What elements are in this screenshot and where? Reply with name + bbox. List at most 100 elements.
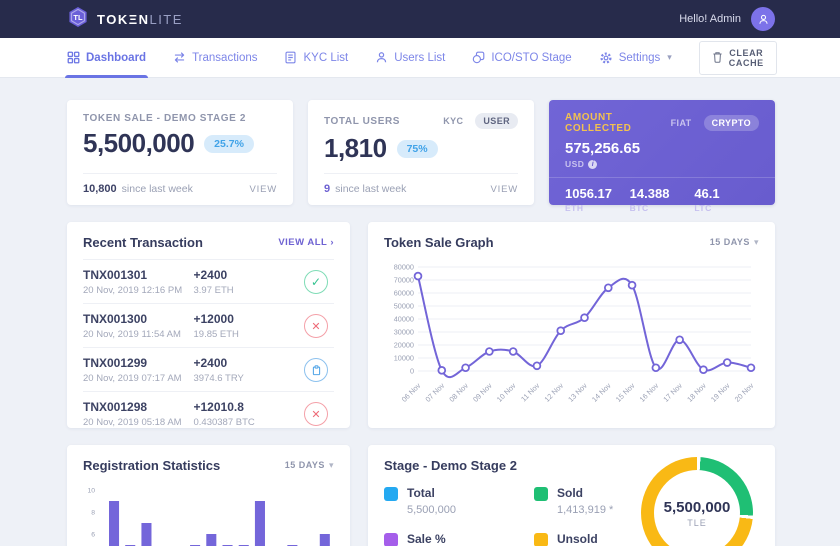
amount-collected-card: AMOUNT COLLECTED FIAT CRYPTO 575,256.65 … xyxy=(549,100,775,213)
status-rejected-icon[interactable]: ✕ xyxy=(304,314,328,338)
stage-title: Stage - Demo Stage 2 xyxy=(384,458,517,473)
total-users-card: TOTAL USERS KYC USER 1,810 75% 9 since l… xyxy=(308,100,534,205)
transaction-amount: +12010.8 xyxy=(193,400,244,414)
tab-users-list[interactable]: Users List xyxy=(375,38,445,78)
registration-statistics-panel: Registration Statistics 15 DAYS ▾ 246810 xyxy=(67,445,350,546)
view-all-link[interactable]: VIEW ALL › xyxy=(278,237,334,248)
legend-item-sale-: Sale %25.7% Sold xyxy=(384,532,534,546)
tokenlite-logo-icon: TL xyxy=(67,6,89,33)
stage-panel: Stage - Demo Stage 2 Total 5,500,000 Sold 1… xyxy=(368,445,775,546)
token-sale-graph-title: Token Sale Graph xyxy=(384,235,494,250)
tab-crypto[interactable]: CRYPTO xyxy=(703,115,759,131)
token-sale-delta: 10,800 xyxy=(83,183,117,195)
info-icon[interactable]: i xyxy=(588,159,598,169)
transaction-crypto-amount: 3974.6 TRY xyxy=(193,373,244,384)
amount-collected-title: AMOUNT COLLECTED xyxy=(565,112,632,134)
legend-label: Total xyxy=(407,486,435,500)
legend-swatch xyxy=(384,487,398,501)
tab-user[interactable]: USER xyxy=(475,113,518,129)
status-pending-icon[interactable] xyxy=(304,358,328,382)
total-users-delta-caption: since last week xyxy=(335,183,407,195)
svg-text:07 Nov: 07 Nov xyxy=(423,381,446,404)
svg-text:12 Nov: 12 Nov xyxy=(542,381,565,404)
transaction-amount: +2400 xyxy=(193,268,228,282)
total-users-badge: 75% xyxy=(396,139,438,158)
kyc-icon xyxy=(284,51,297,64)
tab-dashboard[interactable]: Dashboard xyxy=(64,38,149,78)
transaction-id: TNX001298 xyxy=(83,400,148,414)
registration-bar-chart: 246810 xyxy=(87,488,330,546)
token-sale-line-chart: 0 10000 20000 30000 40000 50000 60000 70000 8000… xyxy=(394,263,756,404)
legend-swatch xyxy=(534,533,548,546)
trash-icon xyxy=(712,51,723,65)
legend-swatch xyxy=(384,533,398,546)
transaction-datetime: 20 Nov, 2019 12:16 PM xyxy=(83,285,183,296)
tab-kyc[interactable]: KYC xyxy=(443,116,464,126)
transaction-amount: +2400 xyxy=(193,356,228,370)
svg-text:13 Nov: 13 Nov xyxy=(566,381,589,404)
total-users-value: 1,810 xyxy=(324,133,387,163)
total-users-view-link[interactable]: VIEW xyxy=(490,184,518,195)
stage-icon xyxy=(472,51,485,64)
bars-range-dropdown[interactable]: 15 DAYS ▾ xyxy=(284,460,334,470)
token-sale-title: TOKEN SALE - DEMO STAGE 2 xyxy=(83,113,246,124)
legend-swatch xyxy=(534,487,548,501)
transaction-amounts: +2400 3.97 ETH xyxy=(194,268,305,296)
chevron-down-icon: ▾ xyxy=(328,460,334,470)
svg-text:18 Nov: 18 Nov xyxy=(685,381,708,404)
svg-text:10000: 10000 xyxy=(394,354,414,363)
token-sale-card: TOKEN SALE - DEMO STAGE 2 5,500,000 25.7… xyxy=(67,100,293,205)
svg-text:40000: 40000 xyxy=(394,315,414,324)
nav-item-label: ICO/STO Stage xyxy=(491,51,572,64)
brand-logo[interactable]: TL TOKΞNLITE xyxy=(67,6,183,33)
dashboard-content: TOKEN SALE - DEMO STAGE 2 5,500,000 25.7… xyxy=(0,78,840,546)
transaction-row: TNX001298 20 Nov, 2019 05:18 AM +12010.8 0.… xyxy=(83,391,334,428)
total-users-delta: 9 xyxy=(324,183,331,195)
token-sale-graph-panel: Token Sale Graph 15 DAYS ▾ 0 10000 20000 30… xyxy=(368,222,775,428)
transaction-id: TNX001300 xyxy=(83,312,148,326)
token-sale-delta-caption: since last week xyxy=(121,183,193,195)
status-approved-icon[interactable]: ✓ xyxy=(304,270,328,294)
token-sale-view-link[interactable]: VIEW xyxy=(249,184,277,195)
svg-text:11 Nov: 11 Nov xyxy=(519,381,542,404)
ltc-amount: 46.1 LTC xyxy=(694,186,720,213)
svg-text:06 Nov: 06 Nov xyxy=(400,381,423,404)
greeting-text: Hello! Admin xyxy=(679,13,741,25)
svg-text:20 Nov: 20 Nov xyxy=(733,381,756,404)
transaction-amount: +12000 xyxy=(193,312,234,326)
tab-ico-sto-stage[interactable]: ICO/STO Stage xyxy=(472,38,572,78)
status-rejected-icon[interactable]: ✕ xyxy=(304,402,328,426)
svg-text:20000: 20000 xyxy=(394,341,414,350)
graph-range-dropdown[interactable]: 15 DAYS ▾ xyxy=(709,237,759,247)
person-icon xyxy=(758,14,768,24)
transaction-main: TNX001299 20 Nov, 2019 07:17 AM xyxy=(83,356,194,384)
nav-item-label: Users List xyxy=(394,51,446,64)
transaction-datetime: 20 Nov, 2019 07:17 AM xyxy=(83,373,182,384)
svg-text:14 Nov: 14 Nov xyxy=(590,381,613,404)
nav-item-label: Settings xyxy=(618,51,661,64)
legend-label: Sale % xyxy=(407,532,446,546)
tab-transactions[interactable]: Transactions xyxy=(173,38,257,78)
svg-text:30000: 30000 xyxy=(394,328,414,337)
dashboard-icon xyxy=(67,51,80,64)
legend-value: 5,500,000 xyxy=(407,504,456,516)
transactions-icon xyxy=(173,51,186,64)
legend-item-total: Total 5,500,000 xyxy=(384,486,534,516)
tab-fiat[interactable]: FIAT xyxy=(670,118,692,128)
svg-text:16 Nov: 16 Nov xyxy=(638,381,661,404)
users-icon xyxy=(375,51,388,64)
top-navbar: TL TOKΞNLITE Hello! Admin xyxy=(0,0,840,38)
token-sale-badge: 25.7% xyxy=(204,134,254,153)
svg-text:TL: TL xyxy=(73,13,83,22)
recent-transactions-title: Recent Transaction xyxy=(83,235,203,250)
tab-kyc-list[interactable]: KYC List xyxy=(284,38,348,78)
svg-text:8: 8 xyxy=(91,510,95,517)
amount-currency-label: USD xyxy=(565,159,585,169)
legend-label: Unsold xyxy=(557,532,598,546)
user-avatar[interactable] xyxy=(751,7,775,31)
tab-settings[interactable]: Settings ▾ xyxy=(599,38,672,78)
clear-cache-button[interactable]: CLEAR CACHE xyxy=(698,40,777,75)
transaction-row: TNX001300 20 Nov, 2019 11:54 AM +12000 19.8… xyxy=(83,303,334,347)
legend-item-unsold: Unsold4,086,082 xyxy=(534,532,684,546)
transaction-amounts: +2400 3974.6 TRY xyxy=(194,356,305,384)
